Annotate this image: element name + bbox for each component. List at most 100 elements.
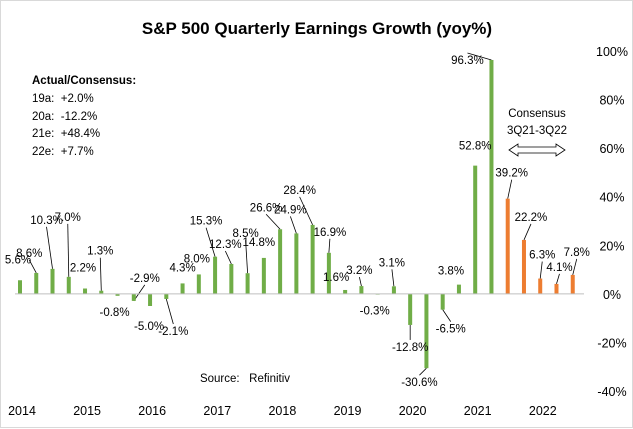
summary-line-19a: 19a: +2.0%: [32, 93, 94, 105]
actual-bar: [391, 286, 396, 294]
x-tick-label: 2014: [8, 404, 36, 418]
data-label: -30.6%: [401, 377, 437, 389]
actual-bar: [66, 276, 71, 294]
consensus-bar: [521, 239, 526, 294]
data-label: 7.0%: [55, 212, 81, 224]
actual-bar: [99, 290, 104, 294]
data-label: 16.9%: [314, 227, 347, 239]
data-label: 12.3%: [209, 239, 242, 251]
label-leader-line: [28, 259, 37, 274]
label-leader-line: [99, 257, 102, 291]
data-label: 14.8%: [243, 237, 276, 249]
actual-bar: [148, 293, 153, 306]
x-tick-label: 2022: [529, 404, 557, 418]
label-leader-line: [245, 240, 248, 274]
source-note: Source: Refinitiv: [200, 373, 290, 385]
data-label: 4.3%: [169, 262, 195, 274]
data-label: -12.8%: [392, 342, 428, 354]
y-tick-label: 80%: [599, 94, 624, 108]
x-tick-label: 2021: [464, 404, 492, 418]
data-label: 5.6%: [5, 254, 31, 266]
actual-bar: [131, 293, 136, 301]
actual-bar: [408, 293, 413, 325]
data-label: 8.5%: [232, 228, 258, 240]
data-label: 1.6%: [323, 272, 349, 284]
y-axis-tick-labels: -40% -20% 0% 20% 40% 60% 80% 100%: [596, 45, 628, 399]
actual-bar: [489, 59, 494, 294]
x-axis-tick-labels: 2014 2015 2016 2017 2018 2019 2020 2021 2022: [8, 404, 557, 418]
label-leader-line: [67, 223, 70, 277]
data-label: -6.5%: [436, 324, 466, 336]
consensus-range: 3Q21-3Q22: [507, 125, 567, 137]
label-leader-line: [359, 276, 362, 287]
summary-annotation: Actual/Consensus: 19a: +2.0% 20a: -12.2%…: [32, 75, 136, 158]
y-tick-label: -40%: [597, 385, 626, 399]
data-label: 28.4%: [283, 185, 316, 197]
bars-layer: [18, 59, 575, 369]
double-arrow-icon: [508, 143, 566, 157]
data-label: -2.1%: [158, 326, 188, 338]
data-label: 24.9%: [274, 204, 307, 216]
data-label-leaders: [28, 52, 578, 376]
x-tick-label: 2015: [73, 404, 101, 418]
label-leader-line: [289, 216, 297, 234]
data-label: 3.2%: [346, 265, 372, 277]
x-tick-label: 2016: [138, 404, 166, 418]
actual-bar: [473, 165, 478, 294]
actual-bar: [115, 293, 120, 296]
label-leader-line: [539, 261, 543, 279]
data-label: 4.1%: [546, 262, 572, 274]
y-tick-label: 40%: [599, 191, 624, 205]
y-tick-label: 0%: [603, 288, 621, 302]
x-tick-label: 2018: [268, 404, 296, 418]
data-label: 96.3%: [451, 55, 484, 67]
label-leader-line: [299, 196, 313, 226]
label-leader-line: [205, 227, 216, 257]
actual-bar: [164, 293, 169, 299]
label-leader-line: [523, 223, 532, 241]
actual-bar: [196, 274, 201, 294]
data-label: 7.8%: [564, 247, 590, 259]
actual-bar: [83, 288, 88, 294]
chart-title: S&P 500 Quarterly Earnings Growth (yoy%): [142, 19, 492, 38]
actual-bar: [294, 233, 299, 294]
actual-bar: [213, 256, 218, 294]
actual-bar: [18, 280, 22, 294]
actual-bar: [359, 286, 364, 294]
data-label: -2.9%: [130, 273, 160, 285]
actual-bar: [343, 289, 348, 294]
consensus-bar: [554, 283, 559, 294]
actual-bar: [424, 293, 429, 369]
label-leader-line: [328, 238, 331, 253]
data-label: 22.2%: [515, 212, 548, 224]
data-label: 3.1%: [379, 257, 405, 269]
consensus-label: Consensus: [508, 108, 566, 120]
data-label: 8.6%: [16, 248, 42, 260]
x-tick-label: 2020: [399, 404, 427, 418]
label-leader-line: [467, 52, 492, 61]
actual-bar: [456, 284, 461, 294]
label-leader-line: [419, 367, 427, 376]
y-tick-label: 60%: [599, 142, 624, 156]
actual-bar: [440, 293, 445, 310]
label-leader-line: [265, 213, 281, 230]
actual-bar: [326, 252, 331, 294]
data-label: 1.3%: [87, 246, 113, 258]
data-label: -0.8%: [100, 307, 130, 319]
summary-line-21e: 21e: +48.4%: [32, 128, 100, 140]
data-label: 26.6%: [250, 202, 283, 214]
consensus-annotation: Consensus 3Q21-3Q22: [507, 108, 567, 157]
data-label: 15.3%: [190, 216, 223, 228]
label-leader-line: [507, 179, 513, 199]
x-tick-label: 2017: [203, 404, 231, 418]
y-tick-label: 20%: [599, 239, 624, 253]
y-tick-label: 100%: [596, 45, 628, 59]
label-leader-line: [46, 226, 53, 269]
data-label: 8.0%: [184, 253, 210, 265]
data-label: 39.2%: [495, 168, 528, 180]
consensus-bar: [538, 278, 543, 294]
label-leader-line: [556, 273, 560, 285]
label-leader-line: [572, 258, 578, 276]
actual-bar: [34, 272, 39, 294]
